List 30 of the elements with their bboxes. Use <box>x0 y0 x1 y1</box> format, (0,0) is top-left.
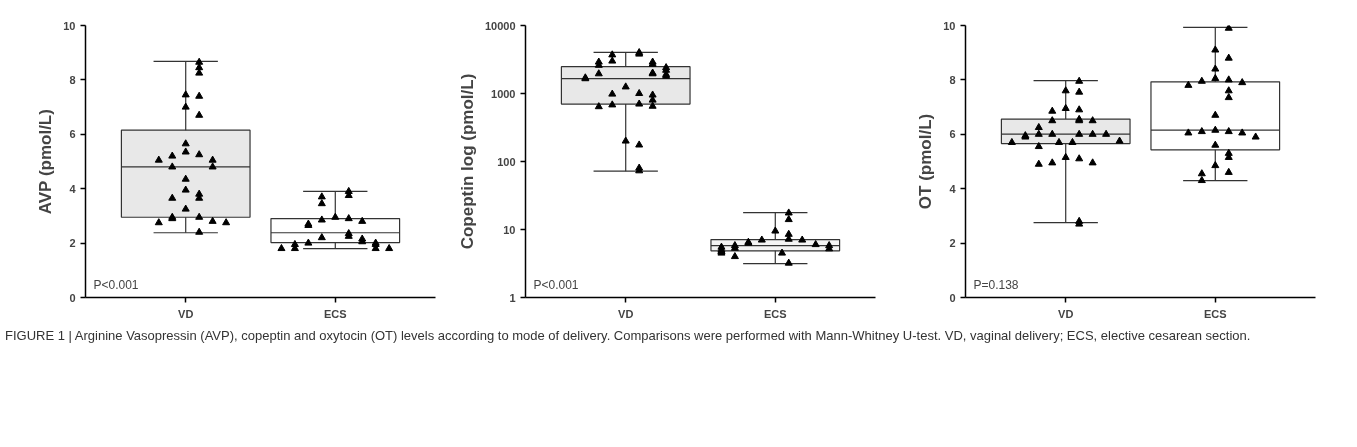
x-tick-label: ECS <box>1203 307 1227 320</box>
y-tick-label: 0 <box>949 291 956 304</box>
y-tick-label: 0 <box>69 291 76 304</box>
annotation: P<0.001 <box>533 277 579 292</box>
x-tick-label: ECS <box>763 307 787 320</box>
y-tick-label: 2 <box>949 237 956 250</box>
caption: FIGURE 1 | Arginine Vasopressin (AVP), copeptin and oxytocin (OT) levels according to mode of delivery. Comparisons were performed with Mann-Whitney U-test. VD, vaginal delivery; ECS, elective cesarean section. <box>5 327 1251 345</box>
y-axis-title: OT (pmol/L) <box>916 113 936 210</box>
y-tick-label: 10 <box>943 19 956 32</box>
y-tick-label: 4 <box>69 182 77 195</box>
x-tick-label: VD <box>618 307 634 320</box>
y-tick-label: 4 <box>949 182 957 195</box>
y-tick-label: 1 <box>509 291 516 304</box>
x-tick-label: ECS <box>323 307 347 320</box>
x-tick-label: VD <box>178 307 194 320</box>
y-tick-label: 10 <box>63 19 76 32</box>
annotation: P<0.001 <box>93 277 139 292</box>
y-tick-label: 10 <box>503 223 516 236</box>
y-tick-label: 6 <box>69 128 76 141</box>
y-tick-label: 6 <box>949 128 956 141</box>
y-tick-label: 8 <box>949 73 956 86</box>
y-tick-label: 10000 <box>484 19 516 32</box>
y-tick-label: 1000 <box>491 87 516 100</box>
y-tick-label: 2 <box>69 237 76 250</box>
y-tick-label: 8 <box>69 73 76 86</box>
y-tick-label: 100 <box>497 155 516 168</box>
y-axis-title: Copeptin log (pmol/L) <box>457 73 477 250</box>
y-axis-title: AVP (pmol/L) <box>36 109 56 215</box>
annotation: P=0.138 <box>973 277 1019 292</box>
x-tick-label: VD <box>1058 307 1074 320</box>
